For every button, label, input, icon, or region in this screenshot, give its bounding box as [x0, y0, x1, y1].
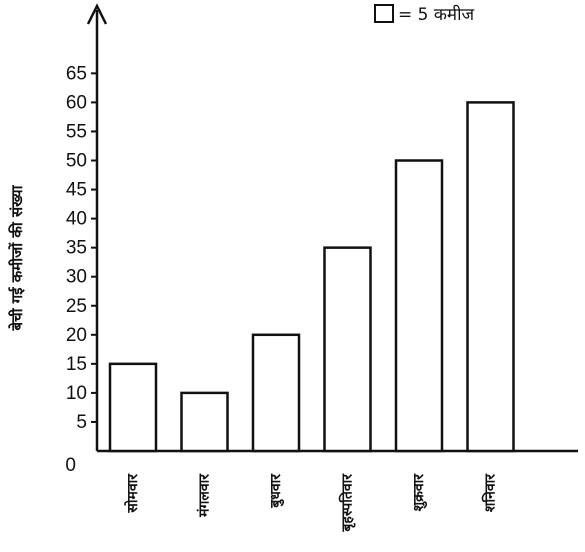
x-tick-label: मंगलवार: [196, 473, 212, 518]
y-tick-label: 10: [66, 383, 87, 404]
y-tick-label: 65: [66, 63, 87, 84]
bar: [466, 101, 515, 453]
y-tick-label: 35: [66, 238, 87, 259]
legend: = 5 कमीज: [374, 2, 474, 25]
y-tick-label: 45: [66, 180, 87, 201]
y-tick-label: 15: [66, 354, 87, 375]
y-tick-label: 50: [66, 151, 87, 172]
x-tick-label: बुधवार: [267, 473, 285, 509]
bar: [394, 159, 444, 453]
y-tick-label: 60: [66, 92, 87, 113]
y-tick-label: 5: [76, 412, 87, 433]
y-tick-label: 30: [66, 267, 87, 288]
x-tick-label: शनिवार: [482, 473, 498, 512]
y-tick-label: 55: [66, 121, 87, 142]
y-tick-label: 20: [66, 325, 87, 346]
y-tick-label: 40: [66, 209, 87, 230]
x-tick-label: शुक्रवार: [410, 473, 428, 512]
legend-text: = 5 कमीज: [398, 5, 475, 25]
bar: [323, 246, 372, 453]
y-axis-arrow-icon: [86, 3, 108, 25]
x-tick-label: सोमवार: [124, 473, 140, 514]
bar: [180, 391, 229, 453]
legend-swatch: [374, 4, 394, 23]
x-tick-label: बृहस्पतिवार: [339, 473, 357, 533]
y-tick-label: 25: [66, 296, 87, 317]
bar: [108, 362, 158, 453]
y-tick-label: 0: [65, 455, 76, 476]
bar: [251, 333, 301, 453]
